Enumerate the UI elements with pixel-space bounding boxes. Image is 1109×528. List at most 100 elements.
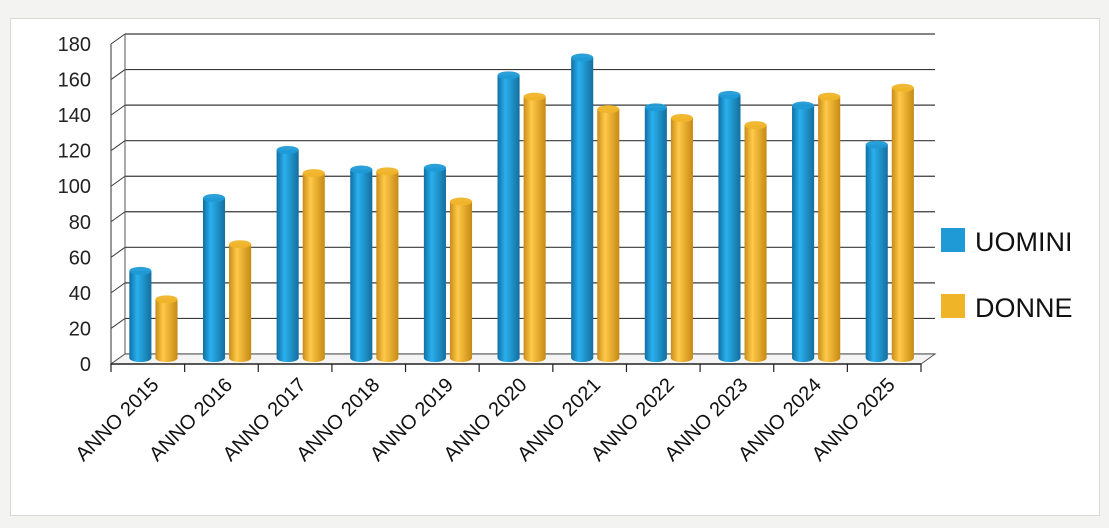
bar-uomini-anno-2022: [644, 103, 667, 362]
bar-uomini-anno-2024: [792, 101, 815, 362]
y-tick-label: 0: [80, 354, 91, 376]
bar-body: [718, 94, 741, 358]
bar-donne-anno-2015: [155, 295, 178, 362]
bar-cap: [523, 92, 546, 101]
bar-base: [202, 354, 226, 362]
bar-cap: [818, 92, 841, 101]
y-tick-label: 80: [69, 212, 91, 234]
y-tick-label: 160: [58, 70, 91, 92]
bar-base: [670, 354, 693, 362]
bar-donne-anno-2020: [523, 92, 546, 362]
gridline-depth: [110, 246, 126, 258]
bar-body: [818, 96, 841, 359]
bar-cap: [644, 103, 667, 112]
legend-label: DONNE: [975, 293, 1073, 323]
legend: UOMINI DONNE: [941, 227, 1073, 323]
legend-swatch: [941, 228, 965, 252]
bar-uomini-anno-2023: [718, 90, 741, 362]
bar-base: [571, 354, 594, 362]
gridline-depth: [110, 104, 126, 116]
bar-body: [155, 299, 178, 358]
bar-body: [129, 270, 152, 358]
bar-base: [597, 354, 620, 362]
bar-body: [229, 244, 252, 358]
bar-cap: [302, 169, 325, 178]
bar-body: [497, 75, 520, 359]
chart-frame: 0 20 40 60 80 100 120 140 160 180 ANNO 2015 ANNO 20…: [10, 18, 1100, 516]
bar-cap: [497, 71, 520, 80]
bar-cap: [670, 114, 693, 122]
bar-base: [302, 354, 325, 362]
bar-uomini-anno-2017: [276, 146, 299, 362]
bar-body: [202, 198, 226, 358]
gridline-depth: [110, 282, 126, 294]
bar-cap: [891, 83, 914, 92]
bar-donne-anno-2022: [670, 114, 693, 362]
bar-uomini-anno-2016: [202, 194, 226, 362]
bar-body: [792, 105, 815, 358]
bar-base: [449, 354, 473, 362]
bar-body: [891, 87, 914, 359]
bar-body: [644, 107, 667, 358]
bar-base: [644, 354, 667, 362]
bar-base: [376, 354, 399, 362]
bar-cap: [229, 240, 252, 249]
bar-body: [865, 144, 888, 358]
bar-donne-anno-2017: [302, 169, 325, 362]
y-tick-label: 140: [58, 105, 91, 127]
bar-uomini-anno-2021: [571, 53, 594, 362]
bar-base: [891, 354, 914, 362]
bar-cap: [155, 295, 178, 304]
bar-body: [350, 169, 373, 358]
legend-swatch: [941, 294, 965, 318]
bar-donne-anno-2016: [229, 240, 252, 362]
bar-body: [276, 150, 299, 358]
bar-uomini-anno-2019: [423, 163, 446, 362]
bar-uomini-anno-2018: [350, 165, 373, 362]
bar-cap: [423, 163, 446, 172]
bar-body: [597, 109, 620, 358]
bar-body: [376, 171, 399, 358]
bar-body: [423, 167, 446, 358]
bar-body: [449, 201, 473, 358]
bar-donne-anno-2019: [449, 197, 473, 362]
bar-cap: [571, 53, 594, 62]
bar-cap: [597, 105, 620, 114]
legend-label: UOMINI: [975, 227, 1073, 257]
bar-base: [744, 354, 767, 362]
bar-body: [302, 173, 325, 358]
bar-uomini-anno-2015: [129, 266, 152, 362]
bar-body: [523, 96, 546, 359]
bar-base: [523, 354, 546, 362]
bar-donne-anno-2021: [597, 105, 620, 362]
bar-base: [865, 354, 888, 362]
bar-base: [423, 354, 446, 362]
gridline-depth: [110, 175, 126, 187]
gridline-depth: [110, 69, 126, 80]
bar-donne-anno-2018: [376, 167, 399, 362]
bar-cap: [792, 101, 815, 110]
bar-base: [818, 354, 841, 362]
bar-base: [276, 354, 299, 362]
bar-base: [718, 354, 741, 362]
y-tick-label: 180: [58, 34, 91, 56]
legend-item-uomini: UOMINI: [941, 227, 1073, 257]
bar-donne-anno-2024: [818, 92, 841, 362]
bar-base: [155, 354, 178, 362]
y-tick-label: 100: [58, 176, 91, 198]
bar-base: [129, 354, 152, 362]
gridline-depth: [110, 140, 126, 152]
bar-uomini-anno-2020: [497, 71, 520, 362]
bar-cap: [276, 146, 299, 154]
bars: [129, 53, 914, 362]
gridline-depth: [110, 318, 126, 329]
y-tick-label: 120: [58, 141, 91, 163]
gridline-depth: [110, 33, 126, 45]
bar-cap: [376, 167, 399, 176]
bar-cap: [129, 266, 152, 275]
bar-base: [497, 354, 520, 362]
bar-base: [350, 354, 373, 362]
y-tick-label: 60: [69, 247, 91, 269]
y-tick-label: 20: [69, 318, 91, 340]
